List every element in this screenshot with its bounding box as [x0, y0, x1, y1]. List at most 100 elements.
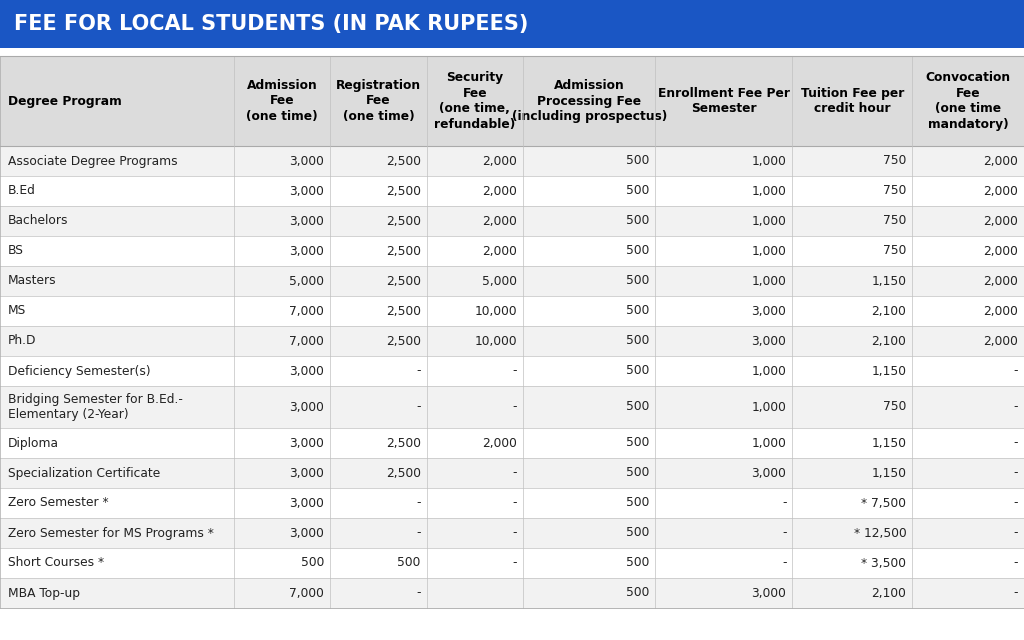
Text: 1,000: 1,000 [752, 154, 786, 168]
Text: 3,000: 3,000 [752, 467, 786, 479]
Text: Admission
Processing Fee
(including prospectus): Admission Processing Fee (including pros… [512, 79, 667, 123]
FancyBboxPatch shape [0, 266, 1024, 296]
Text: 2,000: 2,000 [482, 184, 517, 198]
Text: 10,000: 10,000 [474, 305, 517, 317]
Text: 1,000: 1,000 [752, 275, 786, 287]
Text: 3,000: 3,000 [290, 497, 325, 509]
Text: 3,000: 3,000 [290, 436, 325, 449]
Text: 2,000: 2,000 [983, 184, 1018, 198]
Text: Convocation
Fee
(one time
mandatory): Convocation Fee (one time mandatory) [926, 71, 1011, 131]
Text: Ph.D: Ph.D [8, 335, 37, 348]
Text: Bachelors: Bachelors [8, 214, 69, 227]
Text: 500: 500 [626, 184, 649, 198]
Text: 500: 500 [626, 557, 649, 570]
Text: 7,000: 7,000 [290, 305, 325, 317]
Text: 3,000: 3,000 [290, 467, 325, 479]
Text: MS: MS [8, 305, 27, 317]
Text: 1,000: 1,000 [752, 244, 786, 257]
Text: 7,000: 7,000 [290, 586, 325, 600]
Text: 500: 500 [397, 557, 421, 570]
FancyBboxPatch shape [0, 518, 1024, 548]
Text: 2,500: 2,500 [386, 244, 421, 257]
FancyBboxPatch shape [0, 206, 1024, 236]
Text: 1,000: 1,000 [752, 214, 786, 227]
FancyBboxPatch shape [0, 356, 1024, 386]
Text: 3,000: 3,000 [752, 305, 786, 317]
Text: -: - [416, 527, 421, 540]
Text: Enrollment Fee Per
Semester: Enrollment Fee Per Semester [657, 87, 790, 115]
FancyBboxPatch shape [0, 56, 1024, 146]
Text: B.Ed: B.Ed [8, 184, 36, 198]
Text: 500: 500 [626, 244, 649, 257]
Text: -: - [1014, 401, 1018, 413]
FancyBboxPatch shape [0, 428, 1024, 458]
Text: Masters: Masters [8, 275, 56, 287]
Text: 1,150: 1,150 [871, 365, 906, 378]
Text: 3,000: 3,000 [290, 365, 325, 378]
Text: 2,500: 2,500 [386, 305, 421, 317]
Text: -: - [513, 557, 517, 570]
Text: -: - [416, 401, 421, 413]
Text: Bridging Semester for B.Ed.-
Elementary (2-Year): Bridging Semester for B.Ed.- Elementary … [8, 393, 183, 421]
Text: Specialization Certificate: Specialization Certificate [8, 467, 160, 479]
Text: 3,000: 3,000 [290, 401, 325, 413]
Text: -: - [1014, 586, 1018, 600]
Text: 1,150: 1,150 [871, 275, 906, 287]
Text: 500: 500 [626, 335, 649, 348]
Text: 500: 500 [301, 557, 325, 570]
Text: 1,150: 1,150 [871, 436, 906, 449]
Text: -: - [513, 365, 517, 378]
Text: 500: 500 [626, 527, 649, 540]
Text: -: - [416, 497, 421, 509]
Text: -: - [513, 527, 517, 540]
Text: 7,000: 7,000 [290, 335, 325, 348]
FancyBboxPatch shape [0, 146, 1024, 176]
Text: Short Courses *: Short Courses * [8, 557, 104, 570]
Text: 3,000: 3,000 [290, 527, 325, 540]
Text: -: - [513, 497, 517, 509]
Text: 1,000: 1,000 [752, 436, 786, 449]
Text: 3,000: 3,000 [290, 184, 325, 198]
FancyBboxPatch shape [0, 458, 1024, 488]
Text: 3,000: 3,000 [290, 214, 325, 227]
Text: Deficiency Semester(s): Deficiency Semester(s) [8, 365, 151, 378]
Text: 750: 750 [883, 401, 906, 413]
FancyBboxPatch shape [0, 236, 1024, 266]
FancyBboxPatch shape [0, 296, 1024, 326]
Text: 2,000: 2,000 [482, 154, 517, 168]
Text: 2,500: 2,500 [386, 184, 421, 198]
FancyBboxPatch shape [0, 0, 1024, 48]
Text: -: - [1014, 497, 1018, 509]
FancyBboxPatch shape [0, 578, 1024, 608]
Text: 2,100: 2,100 [871, 586, 906, 600]
Text: Diploma: Diploma [8, 436, 59, 449]
FancyBboxPatch shape [0, 488, 1024, 518]
FancyBboxPatch shape [0, 386, 1024, 428]
Text: 3,000: 3,000 [752, 586, 786, 600]
Text: -: - [513, 401, 517, 413]
Text: -: - [416, 586, 421, 600]
Text: Registration
Fee
(one time): Registration Fee (one time) [336, 79, 421, 123]
Text: -: - [1014, 557, 1018, 570]
Text: 750: 750 [883, 214, 906, 227]
Text: 750: 750 [883, 244, 906, 257]
Text: 2,500: 2,500 [386, 214, 421, 227]
Text: Associate Degree Programs: Associate Degree Programs [8, 154, 177, 168]
Text: -: - [513, 467, 517, 479]
Text: -: - [1014, 467, 1018, 479]
Text: 2,000: 2,000 [983, 214, 1018, 227]
Text: FEE FOR LOCAL STUDENTS (IN PAK RUPEES): FEE FOR LOCAL STUDENTS (IN PAK RUPEES) [14, 14, 528, 34]
Text: 2,100: 2,100 [871, 335, 906, 348]
Text: * 12,500: * 12,500 [853, 527, 906, 540]
FancyBboxPatch shape [0, 548, 1024, 578]
Text: 500: 500 [626, 275, 649, 287]
Text: 500: 500 [626, 214, 649, 227]
Text: 2,000: 2,000 [983, 335, 1018, 348]
Text: 10,000: 10,000 [474, 335, 517, 348]
Text: 500: 500 [626, 365, 649, 378]
Text: 5,000: 5,000 [289, 275, 325, 287]
Text: 2,000: 2,000 [983, 305, 1018, 317]
FancyBboxPatch shape [0, 176, 1024, 206]
Text: 2,500: 2,500 [386, 275, 421, 287]
Text: -: - [1014, 527, 1018, 540]
